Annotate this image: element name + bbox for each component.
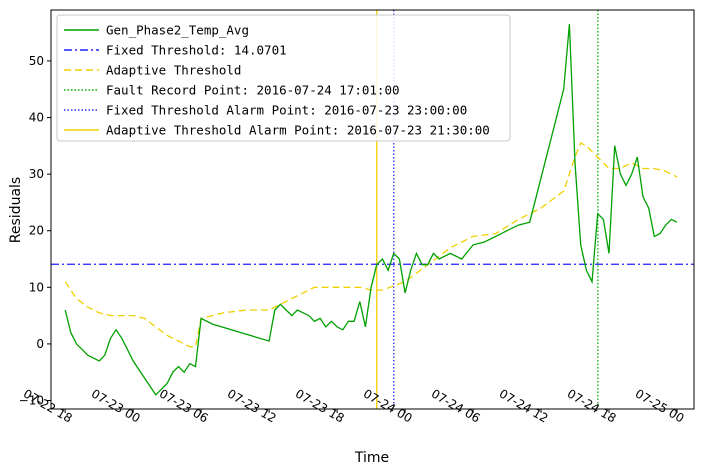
legend-entry-fixed-threshold: Fixed Threshold: 14.0701: [106, 43, 287, 58]
x-axis: 07-22 18 07-23 00 07-23 06 07-23 12 07-23 18…: [21, 386, 687, 425]
y-tick-label: 10: [29, 280, 44, 294]
y-tick-label: −10: [19, 394, 44, 408]
x-tick-label: 07-24 12: [497, 386, 551, 425]
y-axis-label: Residuals: [8, 177, 24, 243]
y-tick-label: 0: [36, 337, 44, 351]
legend-entry-adaptive-threshold-alarm-point: Adaptive Threshold Alarm Point: 2016-07-…: [106, 123, 490, 138]
x-tick-label: 07-24 18: [565, 386, 619, 425]
x-tick-label: 07-24 06: [429, 386, 483, 425]
x-tick-label: 07-23 00: [89, 386, 143, 425]
x-axis-label: Time: [354, 450, 389, 466]
legend-entry-gen-phase2-temp-avg: Gen_Phase2_Temp_Avg: [106, 23, 249, 38]
legend-box: [56, 14, 511, 142]
plot-frame: [50, 9, 695, 410]
series-line-adaptive-threshold: [64, 142, 678, 348]
legend-entry-adaptive-threshold: Adaptive Threshold: [106, 63, 241, 78]
y-axis: −10 0 10 20 30 40 50: [19, 54, 51, 408]
legend-entry-fault-record-point: Fault Record Point: 2016-07-24 17:01:00: [106, 83, 400, 98]
x-tick-label: 07-23 18: [293, 386, 347, 425]
series-line-gen-phase2-temp-avg: [64, 24, 678, 396]
x-tick-label: 07-23 12: [225, 386, 279, 425]
x-tick-label: 07-25 00: [633, 386, 687, 425]
legend-entry-fixed-threshold-alarm-point: Fixed Threshold Alarm Point: 2016-07-23 …: [106, 103, 467, 118]
x-tick-label: 07-23 06: [157, 386, 211, 425]
y-tick-label: 30: [29, 167, 44, 181]
y-tick-label: 50: [29, 54, 44, 68]
y-tick-label: 20: [29, 224, 44, 238]
legend: Gen_Phase2_Temp_Avg Fixed Threshold: 14.0…: [56, 14, 511, 142]
x-tick-label: 07-24 00: [361, 386, 415, 425]
y-tick-label: 40: [29, 111, 44, 125]
